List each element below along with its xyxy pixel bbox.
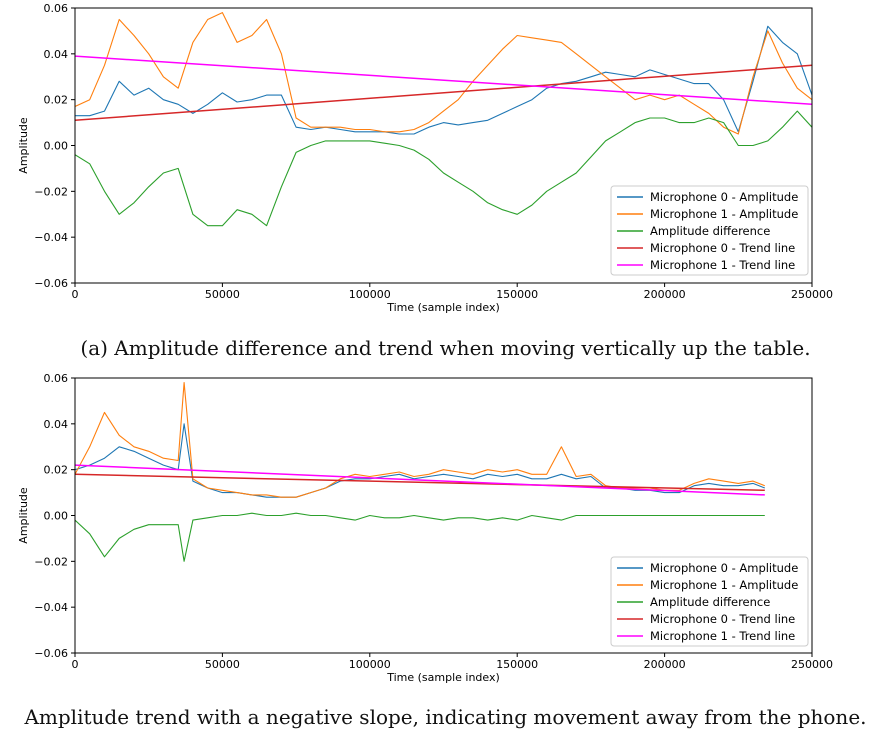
y-tick-label: −0.06 bbox=[34, 647, 68, 660]
y-tick-label: 0.00 bbox=[44, 510, 69, 523]
series-line-microphone-0-trend-line bbox=[75, 64, 812, 122]
y-tick-label: 0.04 bbox=[44, 418, 69, 431]
x-axis-label: Time (sample index) bbox=[386, 301, 500, 314]
legend-label: Microphone 0 - Trend line bbox=[650, 612, 795, 626]
y-axis-label: Amplitude bbox=[17, 487, 30, 544]
series-line-microphone-1-trend-line bbox=[75, 464, 765, 496]
legend-label: Amplitude difference bbox=[650, 224, 770, 238]
y-tick-label: −0.04 bbox=[34, 231, 68, 244]
y-axis-label: Amplitude bbox=[17, 117, 30, 174]
x-tick-label: 0 bbox=[72, 288, 79, 301]
y-tick-label: −0.02 bbox=[34, 555, 68, 568]
y-tick-label: 0.02 bbox=[44, 94, 69, 107]
series-group bbox=[75, 382, 765, 562]
x-tick-label: 100000 bbox=[349, 658, 391, 671]
y-tick-label: −0.04 bbox=[34, 601, 68, 614]
x-tick-label: 50000 bbox=[205, 658, 240, 671]
y-tick-label: 0.00 bbox=[44, 140, 69, 153]
series-line-amplitude-difference bbox=[75, 110, 812, 227]
x-tick-label: 50000 bbox=[205, 288, 240, 301]
x-tick-label: 200000 bbox=[644, 288, 686, 301]
legend-label: Microphone 0 - Amplitude bbox=[650, 561, 798, 575]
series-line-microphone-0-trend-line bbox=[75, 473, 765, 492]
y-tick-label: −0.02 bbox=[34, 185, 68, 198]
series-line-amplitude-difference bbox=[75, 512, 765, 562]
legend-label: Microphone 0 - Trend line bbox=[650, 241, 795, 255]
legend-box bbox=[610, 185, 809, 276]
legend-label: Microphone 1 - Trend line bbox=[650, 629, 795, 643]
series-line-microphone-1-trend-line bbox=[75, 55, 812, 106]
series-group bbox=[75, 12, 812, 227]
legend: Microphone 0 - Amplitude Microphone 1 - A… bbox=[610, 185, 809, 276]
caption-top: (a) Amplitude difference and trend when … bbox=[80, 336, 811, 360]
chart-0: 0 50000 100000 150000 200000 250000 −0.06 −0.04… bbox=[17, 2, 833, 314]
x-tick-label: 150000 bbox=[496, 658, 538, 671]
x-tick-label: 100000 bbox=[349, 288, 391, 301]
legend-label: Microphone 1 - Amplitude bbox=[650, 207, 798, 221]
legend-label: Amplitude difference bbox=[650, 595, 770, 609]
legend-label: Microphone 1 - Trend line bbox=[650, 258, 795, 272]
x-tick-label: 250000 bbox=[791, 288, 833, 301]
series-line-microphone-1-amplitude bbox=[75, 12, 812, 135]
y-tick-label: 0.02 bbox=[44, 464, 69, 477]
legend-label: Microphone 1 - Amplitude bbox=[650, 578, 798, 592]
y-tick-label: 0.06 bbox=[44, 372, 69, 385]
x-tick-label: 150000 bbox=[496, 288, 538, 301]
y-tick-label: 0.06 bbox=[44, 2, 69, 15]
series-line-microphone-0-amplitude bbox=[75, 25, 812, 135]
x-tick-label: 200000 bbox=[644, 658, 686, 671]
y-tick-label: 0.04 bbox=[44, 48, 69, 61]
legend-label: Microphone 0 - Amplitude bbox=[650, 190, 798, 204]
legend: Microphone 0 - Amplitude Microphone 1 - A… bbox=[610, 556, 809, 647]
y-tick-label: −0.06 bbox=[34, 277, 68, 290]
caption-bottom: Amplitude trend with a negative slope, i… bbox=[24, 705, 867, 729]
x-tick-label: 0 bbox=[72, 658, 79, 671]
chart-1: 0 50000 100000 150000 200000 250000 −0.06 −0.04… bbox=[17, 372, 833, 684]
x-axis-label: Time (sample index) bbox=[386, 671, 500, 684]
legend-box bbox=[610, 556, 809, 647]
x-tick-label: 250000 bbox=[791, 658, 833, 671]
